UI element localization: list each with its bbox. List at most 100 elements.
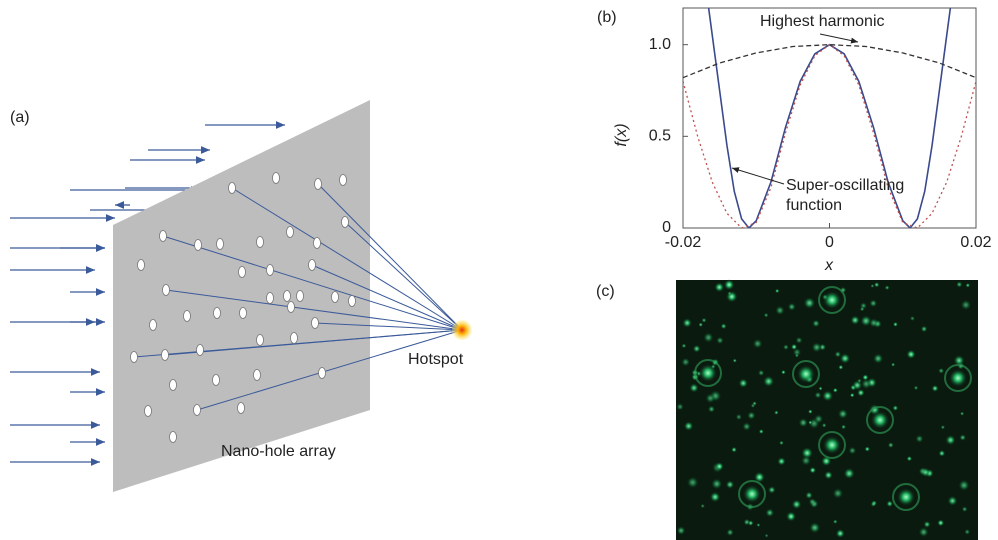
incident-arrows [10, 121, 285, 466]
hole [339, 174, 347, 186]
spot [801, 455, 812, 466]
hole [161, 349, 169, 361]
spot [756, 522, 761, 528]
panel-a: (a) Hotspot Nano-hole array [10, 100, 472, 492]
spot [818, 386, 823, 391]
spot [758, 428, 764, 435]
spot [742, 422, 752, 431]
spot [920, 325, 928, 333]
spot [781, 369, 786, 375]
spot [940, 424, 946, 430]
hole [256, 334, 264, 346]
spot [841, 424, 847, 430]
hole [313, 237, 321, 249]
spot [813, 414, 824, 424]
spot [701, 317, 707, 323]
spot [958, 479, 970, 491]
spot [689, 383, 699, 393]
hole [149, 319, 157, 331]
ring [694, 359, 722, 387]
spot [870, 283, 875, 289]
spot [747, 411, 756, 420]
speckle-image [676, 280, 978, 540]
spot [809, 466, 817, 474]
hole [348, 295, 356, 307]
spot [726, 528, 734, 537]
spot [676, 526, 686, 536]
spot [906, 349, 916, 359]
spot [937, 519, 945, 527]
spot [791, 499, 802, 510]
spot [897, 488, 915, 506]
spot [779, 440, 784, 446]
spot [822, 390, 834, 402]
hole [130, 351, 138, 363]
spot [700, 503, 706, 509]
hole [239, 307, 247, 319]
array-label: Nano-hole array [221, 443, 336, 460]
spot [792, 347, 802, 357]
ray [317, 183, 463, 331]
spot [787, 302, 796, 311]
spot [965, 282, 971, 288]
spot [735, 413, 743, 421]
hole [314, 178, 322, 190]
spot [681, 343, 687, 349]
hole [162, 284, 170, 296]
hole [159, 230, 167, 242]
spot [705, 393, 716, 404]
x-tick-label: -0.02 [665, 234, 702, 251]
spot [850, 315, 860, 325]
spot [938, 449, 946, 457]
hole [169, 379, 177, 391]
hotspot-label: Hotspot [408, 351, 464, 368]
spot [798, 417, 808, 428]
speckle-spots [676, 279, 972, 539]
spot [906, 455, 913, 462]
spot [707, 405, 716, 413]
spot [720, 323, 727, 330]
spot [786, 511, 797, 522]
ray [231, 187, 463, 331]
hole [311, 317, 319, 329]
spot [947, 495, 958, 506]
hole [253, 369, 261, 381]
spot [763, 375, 775, 387]
spot [832, 519, 838, 525]
hole [341, 216, 349, 228]
spot [714, 282, 725, 293]
spot [716, 336, 724, 345]
hole [272, 172, 280, 184]
ray [162, 235, 463, 331]
hotspot [452, 320, 472, 340]
spot [703, 332, 714, 343]
y-axis-label: f(x) [613, 123, 630, 146]
spot [949, 369, 967, 387]
curve [683, 44, 976, 79]
hole [194, 239, 202, 251]
spot [750, 403, 756, 408]
hole [196, 344, 204, 356]
spot [676, 402, 684, 411]
spot [956, 281, 963, 288]
spot [757, 369, 765, 377]
hole [296, 290, 304, 302]
spot [743, 485, 761, 503]
spot [887, 442, 894, 449]
hole [193, 404, 201, 416]
spot [945, 434, 956, 446]
spot [918, 527, 929, 538]
hole [290, 332, 298, 344]
spot [795, 336, 803, 344]
ray [164, 329, 463, 356]
spot [834, 350, 842, 358]
annotation-arrow [819, 33, 859, 44]
spot [774, 410, 779, 415]
annotation: Highest harmonic [760, 13, 885, 30]
spot [797, 365, 815, 383]
spot [723, 279, 735, 291]
spot [814, 391, 822, 399]
spot [775, 305, 785, 316]
spot [915, 434, 924, 443]
